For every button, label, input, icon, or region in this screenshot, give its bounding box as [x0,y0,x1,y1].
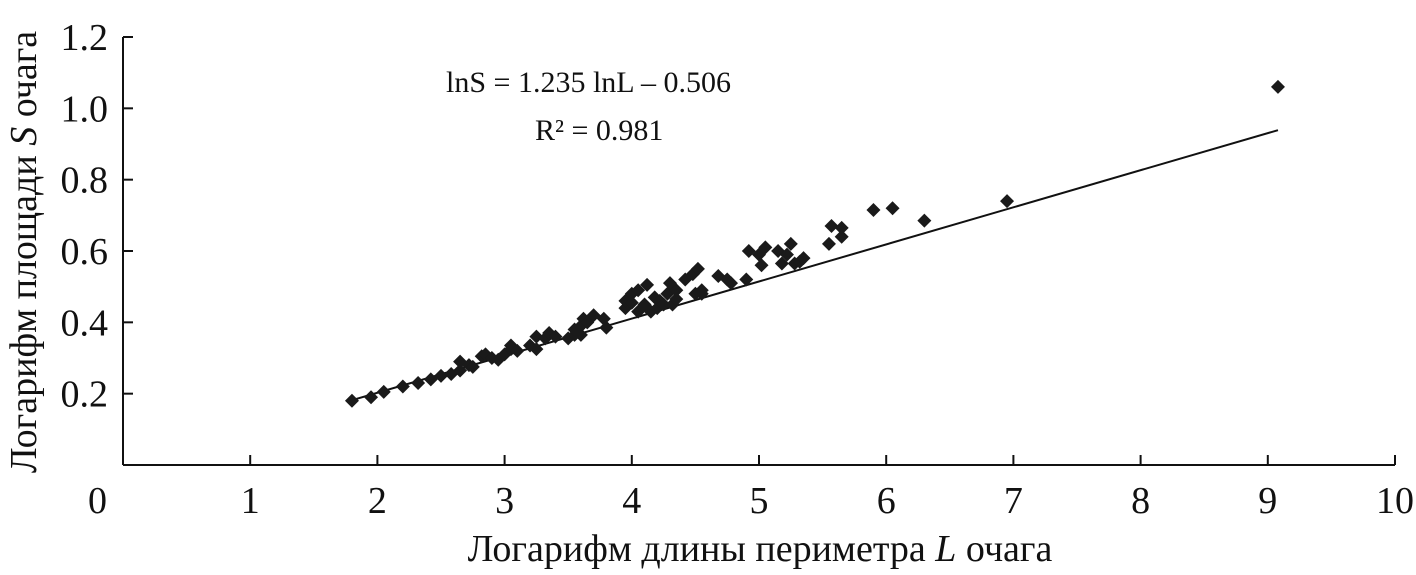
x-tick-label: 2 [368,480,387,522]
x-tick-label: 3 [495,480,514,522]
y-axis-title: Логарифм площади S очага [3,31,45,473]
data-point [669,283,684,298]
data-point [754,258,769,273]
data-point [344,393,359,408]
data-point [834,229,849,244]
data-point [821,236,836,251]
data-point [779,247,794,262]
data-point [885,201,900,216]
data-point [376,384,391,399]
data-point [917,213,932,228]
data-point [624,295,639,310]
y-tick-label: 0.2 [61,374,109,416]
data-point [1270,79,1285,94]
x-tick-label: 0 [88,480,107,522]
y-tick-label: 0.6 [61,231,109,273]
data-point [866,202,881,217]
data-point [411,375,426,390]
x-tick-label: 1 [241,480,260,522]
x-tick-label: 7 [1004,480,1023,522]
data-point [669,292,684,307]
x-tick-label: 10 [1376,480,1414,522]
data-point [824,219,839,234]
data-point [724,276,739,291]
data-point [529,329,544,344]
y-axis-title-part: Логарифм площади [3,146,45,473]
x-axis-ticks: 0 1 2 3 4 5 6 7 8 9 10 [88,455,1414,522]
data-point [548,329,563,344]
r-squared-annotation: R² = 0.981 [535,114,663,147]
x-tick-label: 6 [877,480,896,522]
data-point [694,286,709,301]
x-axis-title: Логарифм длины периметра L очага [468,528,1053,570]
data-point [774,256,789,271]
data-point [640,277,655,292]
data-point [465,359,480,374]
y-tick-label: 0.4 [61,302,109,344]
data-points [344,79,1285,408]
data-point [364,390,379,405]
x-tick-label: 9 [1258,480,1277,522]
x-tick-label: 5 [750,480,769,522]
y-tick-label: 1.0 [61,88,109,130]
data-point [529,342,544,357]
data-point [739,272,754,287]
data-point [631,283,646,298]
x-axis-title-variable: L [934,528,956,570]
data-point [796,251,811,266]
data-point [834,220,849,235]
data-point [1000,194,1015,209]
y-axis-title-variable: S [3,127,45,146]
x-tick-label: 4 [622,480,641,522]
data-point [510,343,525,358]
x-axis-title-part: очага [956,528,1052,570]
x-axis-title-part: Логарифм длины периметра [468,528,936,570]
data-point [503,338,518,353]
data-point [395,379,410,394]
y-tick-label: 1.2 [61,17,109,59]
y-axis-ticks: 0.2 0.4 0.6 0.8 1.0 1.2 [61,17,133,416]
x-tick-label: 8 [1131,480,1150,522]
data-point [453,363,468,378]
y-axis-title-part: очага [3,31,45,127]
data-point [758,240,773,255]
data-point [656,297,671,312]
y-tick-label: 0.8 [61,160,109,202]
data-point [573,327,588,342]
data-point [690,261,705,276]
regression-equation: lnS = 1.235 lnL – 0.506 [446,66,731,99]
data-point [434,368,448,383]
data-point [783,236,798,251]
data-point [599,320,614,335]
